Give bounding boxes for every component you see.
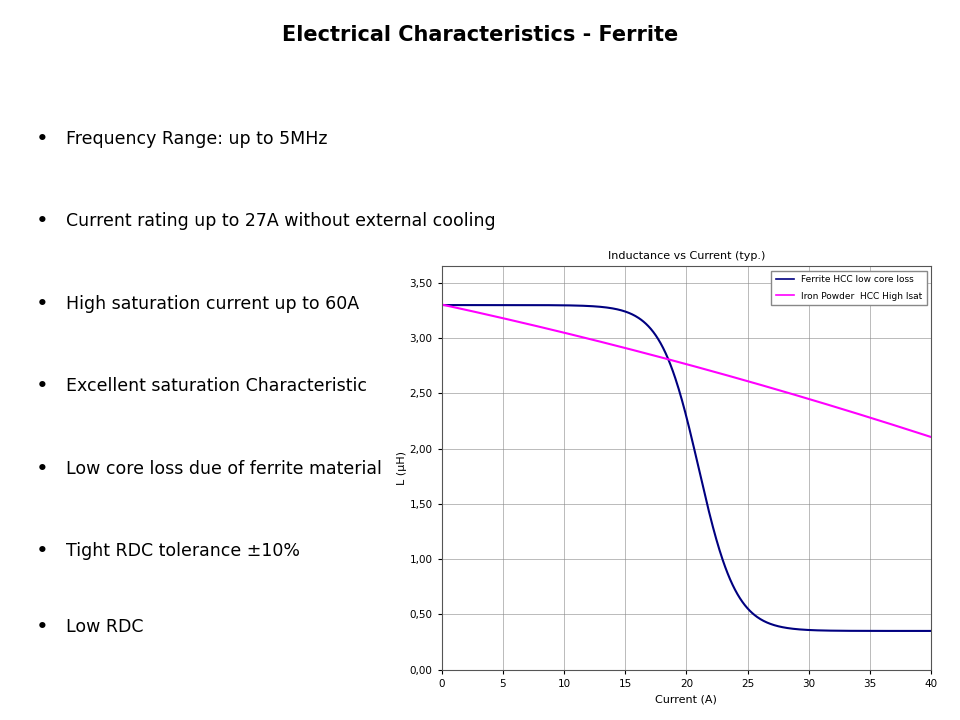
- Text: Low RDC: Low RDC: [65, 618, 143, 636]
- X-axis label: Current (A): Current (A): [656, 694, 717, 704]
- Text: Excellent saturation Characteristic: Excellent saturation Characteristic: [65, 377, 367, 395]
- Text: Low core loss due of ferrite material: Low core loss due of ferrite material: [65, 459, 381, 477]
- Text: Frequency Range: up to 5MHz: Frequency Range: up to 5MHz: [65, 130, 327, 148]
- Text: •: •: [36, 129, 49, 149]
- Text: Current rating up to 27A without external cooling: Current rating up to 27A without externa…: [65, 212, 495, 230]
- Title: Inductance vs Current (typ.): Inductance vs Current (typ.): [608, 251, 765, 261]
- Text: •: •: [36, 617, 49, 637]
- Text: •: •: [36, 459, 49, 479]
- Text: •: •: [36, 212, 49, 231]
- Text: •: •: [36, 541, 49, 561]
- Text: High saturation current up to 60A: High saturation current up to 60A: [65, 295, 359, 312]
- Legend: Ferrite HCC low core loss, Iron Powder  HCC High Isat: Ferrite HCC low core loss, Iron Powder H…: [771, 271, 926, 305]
- Y-axis label: L (µH): L (µH): [396, 451, 407, 485]
- Text: •: •: [36, 294, 49, 314]
- Text: Tight RDC tolerance ±10%: Tight RDC tolerance ±10%: [65, 542, 300, 560]
- Text: Electrical Characteristics - Ferrite: Electrical Characteristics - Ferrite: [282, 25, 678, 45]
- Text: •: •: [36, 377, 49, 396]
